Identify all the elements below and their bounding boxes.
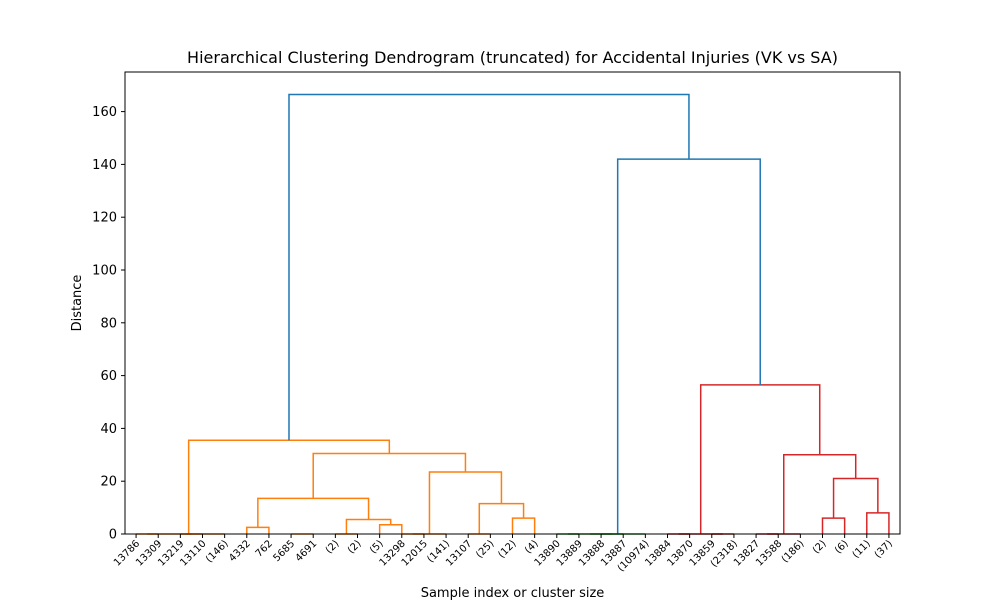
leaf-label: (2) [324, 538, 342, 556]
leaf-label: (4) [523, 538, 541, 556]
leaf-label: 4691 [294, 538, 320, 564]
dendrogram-link-31 [699, 384, 821, 534]
dendrogram-link-13 [511, 517, 536, 534]
y-tick-label: 60 [100, 369, 117, 384]
y-tick-label: 100 [92, 264, 117, 279]
dendrogram-link-32 [616, 158, 761, 534]
dendrogram-link-28 [866, 512, 890, 534]
dendrogram-link-33 [288, 93, 690, 441]
dendrogram-link-4 [246, 526, 270, 534]
leaf-label: (25) [474, 538, 496, 560]
y-tick-label: 140 [92, 158, 117, 173]
y-axis-label: Distance [70, 275, 85, 332]
dendrogram-link-8 [345, 518, 392, 534]
y-tick-label: 20 [100, 475, 117, 490]
leaf-label: (6) [833, 538, 851, 556]
x-axis-label: Sample index or cluster size [421, 586, 605, 600]
dendrogram-link-9 [257, 497, 370, 528]
y-tick-label: 80 [100, 316, 117, 331]
leaf-label: (2) [346, 538, 364, 556]
y-tick-label: 120 [92, 211, 117, 226]
leaf-label: (5) [368, 538, 386, 556]
leaf-label: 4332 [227, 538, 253, 564]
leaf-label: (2) [811, 538, 829, 556]
dendrogram-link-16 [312, 452, 467, 499]
chart-title: Hierarchical Clustering Dendrogram (trun… [187, 48, 838, 67]
leaf-label: (186) [780, 538, 807, 565]
links-layer [136, 93, 890, 535]
leaf-label: (12) [496, 538, 518, 560]
y-tick-label: 0 [109, 528, 117, 543]
leaf-label: (11) [851, 538, 873, 560]
leaf-label: (37) [873, 538, 895, 560]
leaf-label: (146) [204, 538, 231, 565]
y-tick-label: 40 [100, 422, 117, 437]
y-axis: 0 20 40 60 80 100 120 140 160 [92, 105, 125, 543]
y-tick-label: 160 [92, 105, 117, 120]
dendrogram-link-7 [378, 524, 403, 534]
leaf-label: 5685 [271, 538, 297, 564]
dendrogram-link-27 [821, 517, 846, 534]
